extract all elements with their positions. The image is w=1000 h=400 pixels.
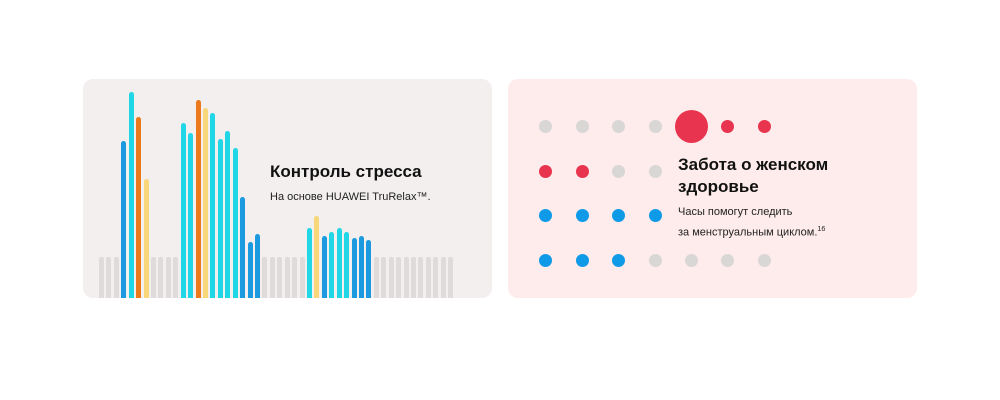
stress-bar-cyan bbox=[128, 92, 134, 298]
stress-card-title: Контроль стресса bbox=[270, 162, 422, 181]
stress-bar-gray bbox=[381, 256, 387, 298]
womens-health-title: Забота о женском здоровье bbox=[678, 154, 828, 198]
cycle-dot-gray bbox=[684, 253, 698, 267]
stress-bar-cyan bbox=[210, 112, 216, 298]
stress-bar-gray bbox=[440, 256, 446, 298]
subtitle-line-2: за менструальным циклом. bbox=[678, 226, 818, 239]
cycle-dot-gray bbox=[648, 253, 662, 267]
cycle-dot-gray bbox=[611, 119, 625, 133]
stress-bar-gray bbox=[425, 256, 431, 298]
title-line-2: здоровье bbox=[678, 177, 759, 196]
stress-bar-gray bbox=[373, 256, 379, 298]
stress-bar-cyan bbox=[344, 232, 350, 298]
stress-bar-gray bbox=[106, 256, 112, 298]
stress-bar-gray bbox=[418, 256, 424, 298]
stress-bar-blue bbox=[366, 240, 372, 298]
stress-bar-blue bbox=[121, 141, 127, 298]
cycle-dot-red bbox=[720, 119, 734, 133]
stress-bar-gray bbox=[173, 256, 179, 298]
stress-bar-cyan bbox=[307, 227, 313, 298]
cycle-dot-blue bbox=[648, 208, 662, 222]
cycle-dot-gray bbox=[648, 164, 662, 178]
stress-bar-orange bbox=[136, 116, 142, 298]
cycle-dot-gray bbox=[720, 253, 734, 267]
stress-bar-gray bbox=[113, 256, 119, 298]
cycle-dot-blue bbox=[575, 253, 589, 267]
stress-bar-blue bbox=[255, 234, 261, 298]
stress-bar-yellow bbox=[314, 215, 320, 298]
stress-bar-gray bbox=[403, 256, 409, 298]
stress-bar-cyan bbox=[225, 131, 231, 298]
stress-bar-cyan bbox=[329, 232, 335, 298]
cycle-dot-red-large bbox=[674, 109, 708, 143]
stress-bar-gray bbox=[277, 256, 283, 298]
stress-bar-cyan bbox=[188, 133, 194, 298]
stress-bar-blue bbox=[247, 242, 253, 298]
stress-bar-gray bbox=[262, 256, 268, 298]
cycle-dot-blue bbox=[538, 253, 552, 267]
stress-bar-gray bbox=[165, 256, 171, 298]
stress-card-subtitle: На основе HUAWEI TruRelax™. bbox=[270, 191, 431, 203]
womens-health-card[interactable]: Забота о женском здоровье Часы помогут с… bbox=[508, 79, 917, 298]
womens-health-subtitle: Часы помогут следить за менструальным ци… bbox=[678, 204, 825, 242]
cycle-dot-red bbox=[575, 164, 589, 178]
subtitle-line-1: Часы помогут следить bbox=[678, 206, 793, 218]
cycle-dot-gray bbox=[611, 164, 625, 178]
stress-control-card[interactable]: Контроль стресса На основе HUAWEI TruRel… bbox=[83, 79, 492, 298]
stress-bar-gray bbox=[292, 256, 298, 298]
cycle-dot-red bbox=[538, 164, 552, 178]
stress-bar-cyan bbox=[217, 139, 223, 298]
stress-bar-yellow bbox=[203, 108, 209, 298]
stress-bar-blue bbox=[351, 238, 357, 298]
cycle-dot-blue bbox=[575, 208, 589, 222]
cycle-dot-blue bbox=[538, 208, 552, 222]
cycle-dot-gray bbox=[575, 119, 589, 133]
stress-bar-gray bbox=[151, 256, 156, 298]
stress-bar-orange bbox=[195, 100, 201, 298]
stress-bar-gray bbox=[299, 256, 305, 298]
stress-bar-blue bbox=[321, 236, 327, 298]
stress-bar-gray bbox=[158, 256, 164, 298]
stress-bar-gray bbox=[284, 256, 290, 298]
cycle-dot-blue bbox=[611, 208, 625, 222]
stress-bar-yellow bbox=[143, 178, 149, 298]
stress-bar-gray bbox=[269, 256, 275, 298]
cycle-dot-gray bbox=[648, 119, 662, 133]
cycle-dot-blue bbox=[611, 253, 625, 267]
stress-bar-blue bbox=[240, 197, 246, 298]
stress-bar-cyan bbox=[336, 227, 342, 298]
cycle-dot-red bbox=[757, 119, 771, 133]
stress-bar-blue bbox=[359, 236, 365, 298]
stress-bar-gray bbox=[411, 256, 417, 298]
cycle-dot-gray bbox=[757, 253, 771, 267]
stress-bar-gray bbox=[388, 256, 394, 298]
stress-bar-gray bbox=[396, 256, 402, 298]
stress-bar-gray bbox=[99, 256, 104, 298]
title-line-1: Забота о женском bbox=[678, 155, 829, 174]
stress-bar-gray bbox=[433, 256, 439, 298]
stress-bar-cyan bbox=[180, 122, 186, 298]
footnote-marker: 16 bbox=[817, 226, 826, 233]
cycle-dot-gray bbox=[538, 119, 552, 133]
stress-bar-cyan bbox=[232, 147, 238, 298]
stress-bar-gray bbox=[448, 256, 454, 298]
